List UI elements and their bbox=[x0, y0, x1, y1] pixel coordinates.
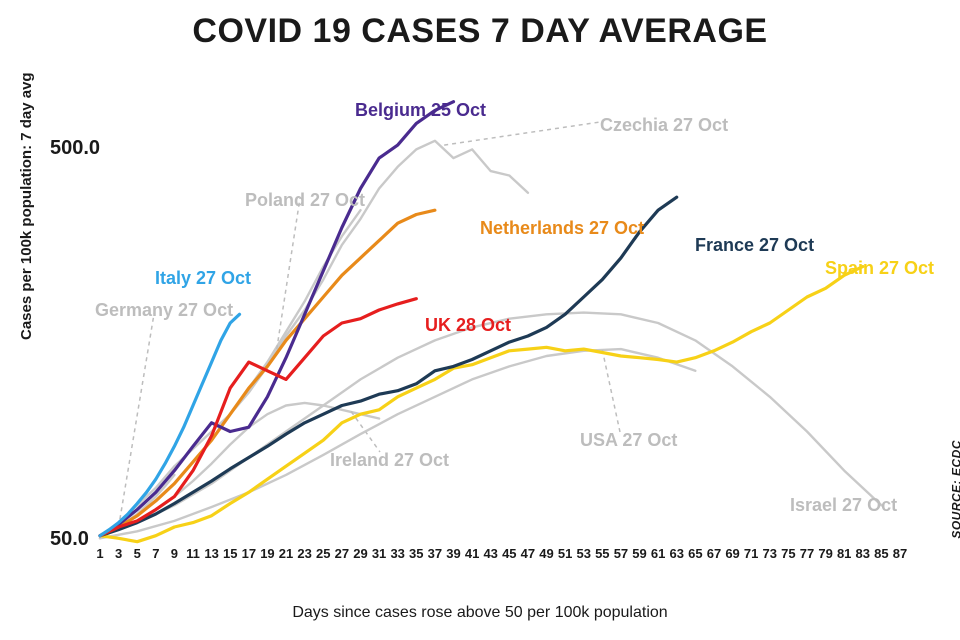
x-tick-label: 73 bbox=[763, 546, 777, 561]
x-tick-label: 81 bbox=[837, 546, 851, 561]
series-label-germany: Germany 27 Oct bbox=[95, 300, 233, 321]
x-tick-label: 15 bbox=[223, 546, 237, 561]
y-tick-label: 500.0 bbox=[50, 137, 100, 160]
x-tick-label: 13 bbox=[204, 546, 218, 561]
y-tick-label: 50.0 bbox=[50, 528, 89, 551]
x-tick-label: 7 bbox=[152, 546, 159, 561]
x-tick-label: 79 bbox=[818, 546, 832, 561]
x-tick-label: 61 bbox=[651, 546, 665, 561]
series-label-spain: Spain 27 Oct bbox=[825, 258, 934, 279]
x-tick-label: 23 bbox=[297, 546, 311, 561]
x-tick-label: 55 bbox=[595, 546, 609, 561]
x-tick-label: 45 bbox=[502, 546, 516, 561]
x-tick-label: 37 bbox=[428, 546, 442, 561]
x-tick-label: 39 bbox=[446, 546, 460, 561]
series-line-poland bbox=[100, 210, 361, 536]
series-label-czechia: Czechia 27 Oct bbox=[600, 115, 728, 136]
x-tick-label: 77 bbox=[800, 546, 814, 561]
x-tick-label: 9 bbox=[171, 546, 178, 561]
x-tick-label: 35 bbox=[409, 546, 423, 561]
series-label-france: France 27 Oct bbox=[695, 235, 814, 256]
x-tick-label: 83 bbox=[856, 546, 870, 561]
series-label-uk: UK 28 Oct bbox=[425, 315, 511, 336]
leader-line bbox=[602, 350, 620, 432]
x-tick-label: 63 bbox=[670, 546, 684, 561]
x-tick-label: 43 bbox=[483, 546, 497, 561]
x-tick-label: 53 bbox=[576, 546, 590, 561]
series-label-italy: Italy 27 Oct bbox=[155, 268, 251, 289]
x-tick-label: 85 bbox=[874, 546, 888, 561]
series-label-usa: USA 27 Oct bbox=[580, 430, 677, 451]
x-tick-label: 25 bbox=[316, 546, 330, 561]
series-label-israel: Israel 27 Oct bbox=[790, 495, 897, 516]
x-tick-label: 51 bbox=[558, 546, 572, 561]
x-tick-label: 47 bbox=[521, 546, 535, 561]
x-tick-label: 75 bbox=[781, 546, 795, 561]
x-tick-label: 71 bbox=[744, 546, 758, 561]
x-tick-label: 33 bbox=[390, 546, 404, 561]
x-tick-label: 27 bbox=[335, 546, 349, 561]
series-label-belgium: Belgium 25 Oct bbox=[355, 100, 486, 121]
series-label-poland: Poland 27 Oct bbox=[245, 190, 365, 211]
x-tick-label: 49 bbox=[539, 546, 553, 561]
x-tick-label: 29 bbox=[353, 546, 367, 561]
x-tick-label: 5 bbox=[134, 546, 141, 561]
x-tick-label: 1 bbox=[96, 546, 103, 561]
x-tick-label: 31 bbox=[372, 546, 386, 561]
chart-container: { "title": "COVID 19 CASES 7 DAY AVERAGE… bbox=[0, 0, 960, 640]
series-label-ireland: Ireland 27 Oct bbox=[330, 450, 449, 471]
x-tick-label: 59 bbox=[632, 546, 646, 561]
x-tick-label: 41 bbox=[465, 546, 479, 561]
x-tick-label: 69 bbox=[725, 546, 739, 561]
x-tick-label: 67 bbox=[707, 546, 721, 561]
x-tick-label: 21 bbox=[279, 546, 293, 561]
x-tick-label: 57 bbox=[614, 546, 628, 561]
x-tick-label: 3 bbox=[115, 546, 122, 561]
x-tick-label: 87 bbox=[893, 546, 907, 561]
x-tick-label: 19 bbox=[260, 546, 274, 561]
x-tick-label: 11 bbox=[186, 546, 200, 561]
x-tick-label: 17 bbox=[242, 546, 256, 561]
leader-line bbox=[444, 122, 600, 145]
series-label-netherlands: Netherlands 27 Oct bbox=[480, 218, 644, 239]
x-tick-label: 65 bbox=[688, 546, 702, 561]
